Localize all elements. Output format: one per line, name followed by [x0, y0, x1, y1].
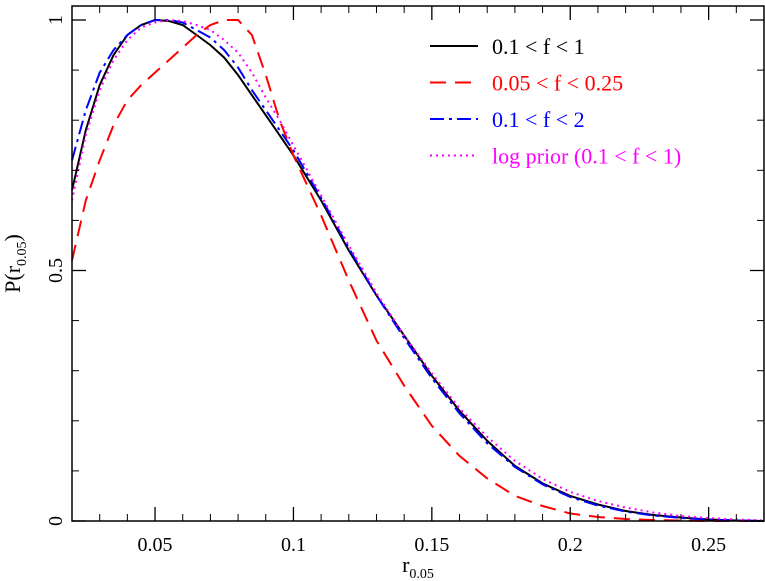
legend-label-0: 0.1 < f < 1 — [492, 34, 585, 59]
series-line-0 — [71, 18, 765, 522]
y-tick-label: 1 — [45, 15, 67, 25]
tick-layer: 0.05 0.1 0.15 0.2 0.25 0 0.5 1 — [45, 6, 765, 556]
legend-label-3: log prior (0.1 < f < 1) — [492, 144, 681, 169]
y-axis-label-close: ) — [0, 234, 25, 241]
series-line-3 — [71, 18, 765, 522]
y-axis-label-sub: 0.05 — [15, 241, 30, 266]
legend: 0.1 < f < 1 0.05 < f < 0.25 0.1 < f < 2 log… — [430, 34, 681, 169]
plot-frame — [71, 5, 765, 522]
series-line-2 — [71, 19, 765, 522]
y-tick-label: 0 — [45, 516, 67, 526]
legend-label-1: 0.05 < f < 0.25 — [492, 71, 623, 96]
x-tick-label: 0.25 — [691, 534, 726, 556]
y-axis-label-main: P(r — [0, 265, 25, 293]
series-line-1 — [71, 19, 764, 522]
legend-label-2: 0.1 < f < 2 — [492, 107, 585, 132]
x-axis-label-sub: 0.05 — [409, 567, 434, 581]
y-axis-label: P(r0.05) — [0, 234, 30, 293]
x-tick-label: 0.2 — [558, 534, 583, 556]
x-axis-label: r0.05 — [402, 552, 434, 581]
x-tick-label: 0.1 — [281, 534, 306, 556]
x-tick-label: 0.15 — [414, 534, 449, 556]
x-tick-label: 0.05 — [138, 534, 173, 556]
x-axis-label-main: r — [402, 552, 410, 577]
series-layer — [71, 18, 765, 522]
y-tick-label: 0.5 — [45, 258, 67, 283]
